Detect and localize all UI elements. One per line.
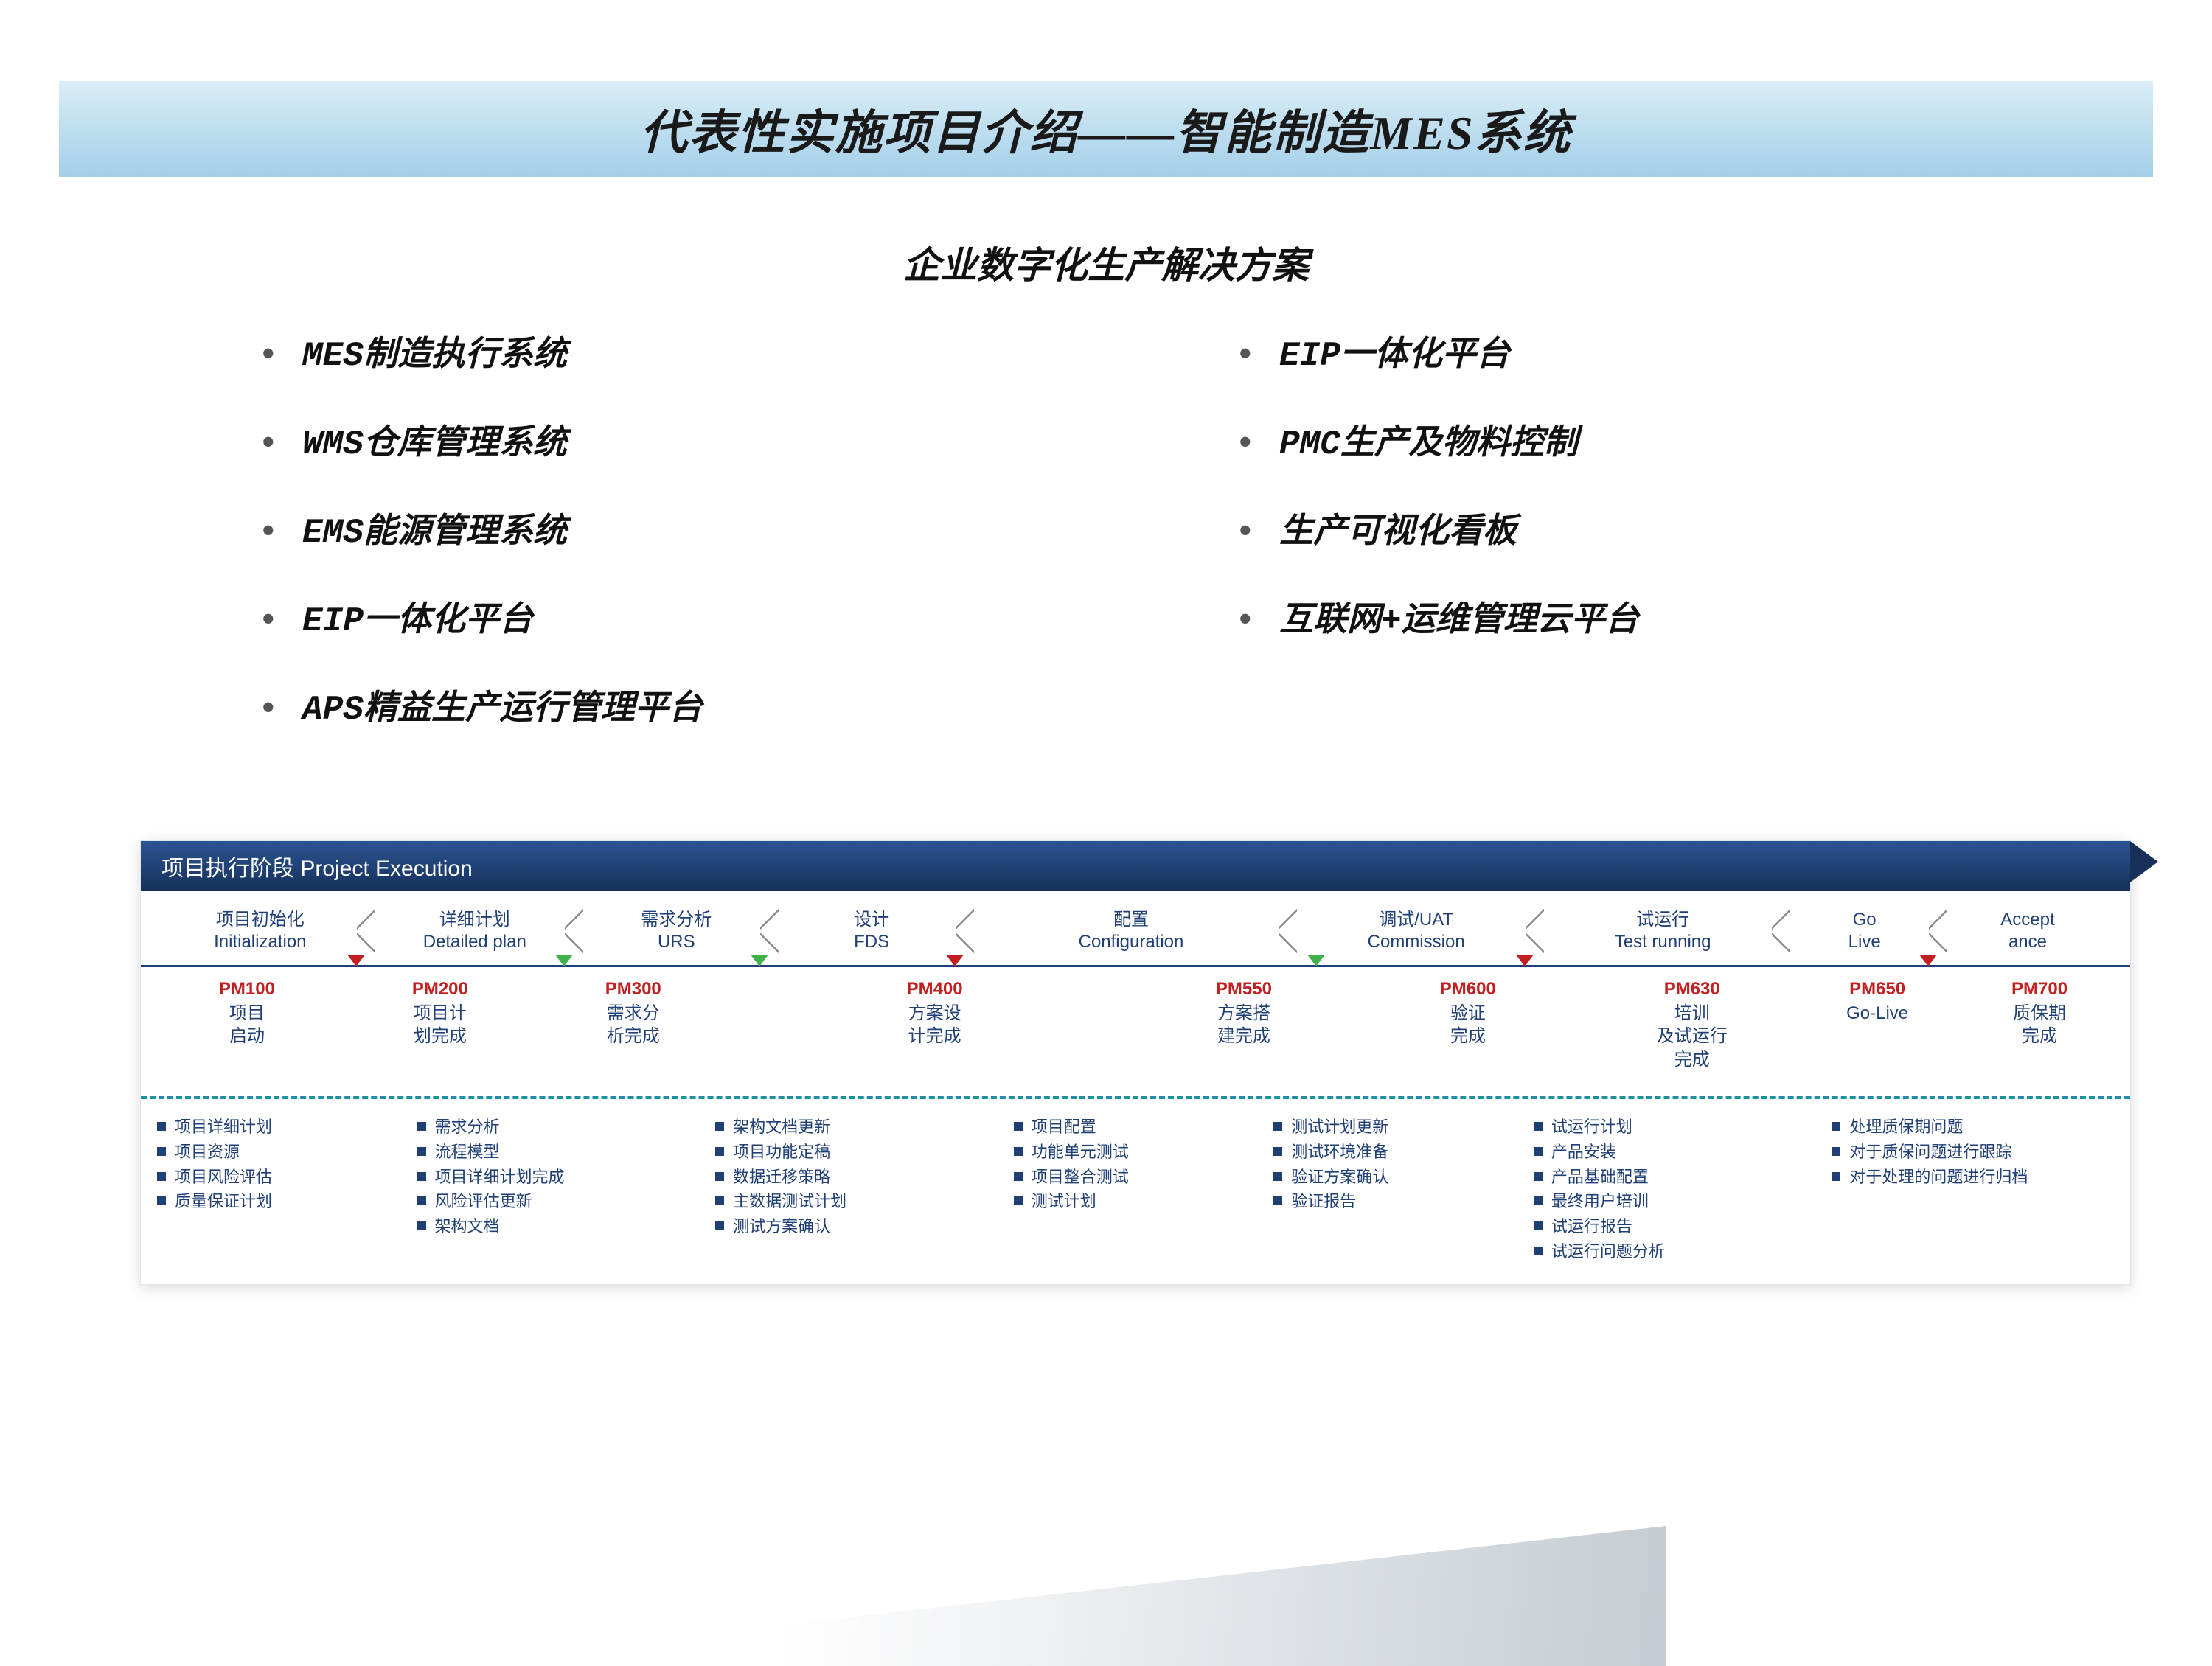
deliverable-item: 对于处理的问题进行归档 <box>1829 1165 2117 1189</box>
deliverable-item: 试运行计划 <box>1531 1115 1819 1139</box>
milestone: PM200项目计 划完成 <box>347 977 533 1071</box>
deliverable-item: 试运行问题分析 <box>1531 1240 1819 1264</box>
bullet-item: 生产可视化看板 <box>1235 516 2065 550</box>
phase-marker-green <box>751 955 768 966</box>
deliverable-item: 项目详细计划 <box>154 1115 404 1139</box>
deliverable-item: 项目配置 <box>1011 1115 1261 1139</box>
deliverable-item: 数据迁移策略 <box>712 1165 1001 1189</box>
bullet-item: EIP一体化平台 <box>1235 339 2065 373</box>
deliverable-group: 项目配置功能单元测试项目整合测试测试计划 <box>1011 1115 1261 1265</box>
milestone: PM600验证 完成 <box>1352 977 1584 1071</box>
milestone-code: PM700 <box>1962 977 2117 1000</box>
decorative-shadow <box>413 1526 1666 1666</box>
deliverable-item: 产品安装 <box>1531 1140 1819 1164</box>
bullet-list-right: EIP一体化平台 PMC生产及物料控制生产可视化看板互联网+运维管理云平台 <box>1235 339 2065 781</box>
deliverable-item: 测试方案确认 <box>712 1215 1001 1238</box>
bullet-item: EIP一体化平台 <box>258 604 1088 638</box>
phase: 试运行 Test running <box>1544 902 1790 961</box>
deliverable-item: 项目详细计划完成 <box>414 1165 703 1189</box>
deliverable-group: 项目详细计划项目资源项目风险评估质量保证计划 <box>154 1115 404 1265</box>
deliverable-item: 对于质保问题进行跟踪 <box>1829 1140 2117 1164</box>
project-timeline: 项目执行阶段 Project Execution 项目初始化 Initializ… <box>140 840 2131 1285</box>
deliverable-item: 测试计划 <box>1011 1190 1261 1213</box>
deliverable-item: 验证方案确认 <box>1270 1165 1520 1189</box>
milestone-code: PM100 <box>154 977 340 1000</box>
milestone: PM630培训 及试运行 完成 <box>1591 977 1792 1071</box>
deliverable-item: 产品基础配置 <box>1531 1165 1819 1189</box>
deliverable-item: 架构文档更新 <box>712 1115 1001 1139</box>
deliverable-item: 测试环境准备 <box>1270 1140 1520 1164</box>
deliverable-item: 质量保证计划 <box>154 1190 404 1213</box>
title-bar: 代表性实施项目介绍——智能制造MES系统 <box>59 81 2153 177</box>
bullet-item: WMS仓库管理系统 <box>258 428 1088 461</box>
milestone-code: PM630 <box>1591 977 1792 1000</box>
phase-marker-green <box>555 955 573 966</box>
phase: 配置 Configuration <box>974 902 1298 961</box>
milestone-code: PM600 <box>1352 977 1584 1000</box>
subtitle: 企业数字化生产解决方案 <box>0 236 2212 289</box>
deliverable-item: 功能单元测试 <box>1011 1140 1261 1164</box>
milestone: PM300需求分 析完成 <box>540 977 726 1071</box>
milestone-row: PM100项目 启动PM200项目计 划完成PM300需求分 析完成PM400方… <box>141 965 2130 1087</box>
phase-marker-red <box>1919 955 1937 966</box>
deliverable-item: 验证报告 <box>1270 1190 1520 1213</box>
deliverable-item: 试运行报告 <box>1531 1215 1819 1238</box>
milestone-code: PM650 <box>1800 977 1955 1000</box>
milestone: PM400方案设 计完成 <box>734 977 1136 1071</box>
phase-row: 项目初始化 Initialization详细计划 Detailed plan需求… <box>141 891 2130 965</box>
milestone-code: PM550 <box>1144 977 1345 1000</box>
slide-title: 代表性实施项目介绍——智能制造MES系统 <box>640 95 1571 163</box>
milestone-code: PM400 <box>734 977 1136 1000</box>
milestone-code: PM300 <box>540 977 726 1000</box>
deliverable-group: 架构文档更新项目功能定稿数据迁移策略主数据测试计划测试方案确认 <box>712 1115 1001 1265</box>
phase-marker-green <box>1307 955 1325 966</box>
deliverable-group: 需求分析流程模型项目详细计划完成风险评估更新架构文档 <box>414 1115 703 1265</box>
bullet-columns: MES制造执行系统 WMS仓库管理系统 EMS能源管理系统 EIP一体化平台 APS精益… <box>258 339 2065 781</box>
bullet-item: EMS能源管理系统 <box>258 516 1088 550</box>
deliverable-item: 最终用户培训 <box>1531 1190 1819 1213</box>
phase: Go Live <box>1790 902 1947 961</box>
phase: 设计 FDS <box>779 902 974 961</box>
bullet-item: PMC生产及物料控制 <box>1235 428 2065 461</box>
phase-marker-red <box>946 955 964 966</box>
bullet-item: 互联网+运维管理云平台 <box>1235 604 2065 638</box>
deliverable-item: 主数据测试计划 <box>712 1190 1001 1213</box>
phase-marker-red <box>1516 955 1534 966</box>
deliverable-item: 架构文档 <box>414 1215 703 1238</box>
deliverable-item: 项目功能定稿 <box>712 1140 1001 1164</box>
deliverable-group: 试运行计划产品安装产品基础配置最终用户培训试运行报告试运行问题分析 <box>1531 1115 1819 1265</box>
phase: 详细计划 Detailed plan <box>375 902 583 961</box>
bullet-item: MES制造执行系统 <box>258 339 1088 373</box>
milestone: PM100项目 启动 <box>154 977 340 1071</box>
deliverable-group: 处理质保期问题对于质保问题进行跟踪对于处理的问题进行归档 <box>1829 1115 2117 1265</box>
deliverable-item: 处理质保期问题 <box>1829 1115 2117 1139</box>
deliverable-item: 项目风险评估 <box>154 1165 404 1189</box>
deliverable-item: 流程模型 <box>414 1140 703 1164</box>
milestone: PM550方案搭 建完成 <box>1144 977 1345 1071</box>
milestone: PM700质保期 完成 <box>1962 977 2117 1071</box>
deliverable-item: 项目资源 <box>154 1140 404 1164</box>
milestone: PM650Go-Live <box>1800 977 1955 1071</box>
phase: 需求分析 URS <box>583 902 779 961</box>
deliverable-group: 测试计划更新测试环境准备验证方案确认验证报告 <box>1270 1115 1520 1265</box>
phase-marker-red <box>347 955 365 966</box>
deliverable-item: 项目整合测试 <box>1011 1165 1261 1189</box>
phase: 调试/UAT Commission <box>1297 902 1543 961</box>
deliverable-item: 需求分析 <box>414 1115 703 1139</box>
timeline-header: 项目执行阶段 Project Execution <box>141 841 2130 891</box>
phase: 项目初始化 Initialization <box>154 902 375 961</box>
deliverable-item: 风险评估更新 <box>414 1190 703 1213</box>
bullet-item: APS精益生产运行管理平台 <box>258 693 1088 727</box>
deliverables-row: 项目详细计划项目资源项目风险评估质量保证计划需求分析流程模型项目详细计划完成风险… <box>141 1099 2130 1284</box>
milestone-code: PM200 <box>347 977 533 1000</box>
bullet-list-left: MES制造执行系统 WMS仓库管理系统 EMS能源管理系统 EIP一体化平台 APS精益… <box>258 339 1088 781</box>
phase: Accept ance <box>1947 902 2117 961</box>
deliverable-item: 测试计划更新 <box>1270 1115 1520 1139</box>
